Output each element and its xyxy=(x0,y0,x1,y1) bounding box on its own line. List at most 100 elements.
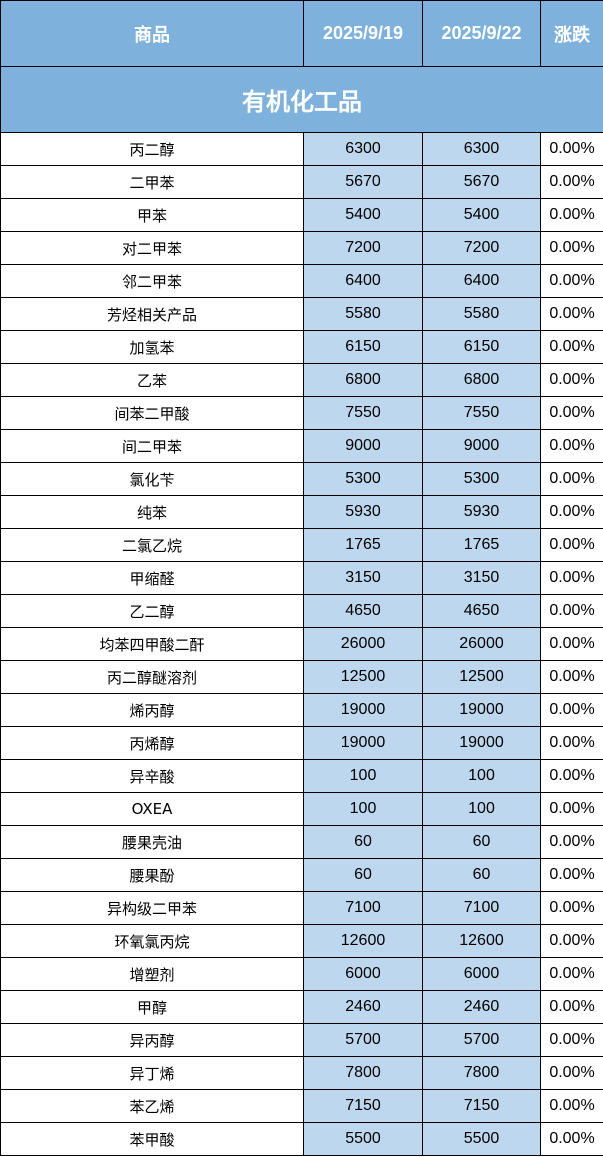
product-name: 二氯乙烷 xyxy=(0,528,304,562)
product-name: 二甲苯 xyxy=(0,165,304,199)
header-row: 商品 2025/9/19 2025/9/22 涨跌 xyxy=(0,0,603,67)
price-date1: 5700 xyxy=(303,1023,423,1057)
product-name: 加氢苯 xyxy=(0,330,304,364)
product-name: 均苯四甲酸二酐 xyxy=(0,627,304,661)
change-pct: 0.00% xyxy=(540,792,603,826)
product-name: 腰果酚 xyxy=(0,858,304,892)
table-row: 丙二醇醚溶剂 12500 12500 0.00% xyxy=(0,660,603,694)
change-pct: 0.00% xyxy=(540,462,603,496)
price-date2: 9000 xyxy=(422,429,541,463)
price-date1: 5670 xyxy=(303,165,423,199)
price-date1: 1765 xyxy=(303,528,423,562)
price-date2: 12500 xyxy=(422,660,541,694)
product-name: 甲醇 xyxy=(0,990,304,1024)
table-row: 均苯四甲酸二酐 26000 26000 0.00% xyxy=(0,627,603,661)
change-pct: 0.00% xyxy=(540,1023,603,1057)
price-date2: 4650 xyxy=(422,594,541,628)
change-pct: 0.00% xyxy=(540,693,603,727)
price-date1: 3150 xyxy=(303,561,423,595)
change-pct: 0.00% xyxy=(540,165,603,199)
price-date1: 5500 xyxy=(303,1122,423,1156)
change-pct: 0.00% xyxy=(540,297,603,331)
price-date2: 12600 xyxy=(422,924,541,958)
product-name: 苯甲酸 xyxy=(0,1122,304,1156)
price-date1: 5930 xyxy=(303,495,423,529)
product-name: 腰果壳油 xyxy=(0,825,304,859)
product-name: 异丁烯 xyxy=(0,1056,304,1090)
header-date1: 2025/9/19 xyxy=(303,0,423,67)
price-date1: 26000 xyxy=(303,627,423,661)
price-date1: 12600 xyxy=(303,924,423,958)
price-date2: 5500 xyxy=(422,1122,541,1156)
change-pct: 0.00% xyxy=(540,132,603,166)
table-row: 丙二醇 6300 6300 0.00% xyxy=(0,132,603,166)
price-date2: 60 xyxy=(422,858,541,892)
table-row: 加氢苯 6150 6150 0.00% xyxy=(0,330,603,364)
change-pct: 0.00% xyxy=(540,759,603,793)
price-date2: 19000 xyxy=(422,693,541,727)
change-pct: 0.00% xyxy=(540,363,603,397)
change-pct: 0.00% xyxy=(540,957,603,991)
table-row: 乙二醇 4650 4650 0.00% xyxy=(0,594,603,628)
price-date1: 6000 xyxy=(303,957,423,991)
change-pct: 0.00% xyxy=(540,330,603,364)
price-date2: 5300 xyxy=(422,462,541,496)
price-date1: 12500 xyxy=(303,660,423,694)
price-date1: 19000 xyxy=(303,726,423,760)
price-date2: 5580 xyxy=(422,297,541,331)
table-row: 丙烯醇 19000 19000 0.00% xyxy=(0,726,603,760)
product-name: 增塑剂 xyxy=(0,957,304,991)
price-date2: 5400 xyxy=(422,198,541,232)
table-row: 异丙醇 5700 5700 0.00% xyxy=(0,1023,603,1057)
product-name: 乙二醇 xyxy=(0,594,304,628)
table-row: 甲醇 2460 2460 0.00% xyxy=(0,990,603,1024)
price-date1: 60 xyxy=(303,858,423,892)
price-date2: 3150 xyxy=(422,561,541,595)
price-date1: 5400 xyxy=(303,198,423,232)
price-date2: 5670 xyxy=(422,165,541,199)
product-name: 氯化苄 xyxy=(0,462,304,496)
change-pct: 0.00% xyxy=(540,396,603,430)
price-date2: 7150 xyxy=(422,1089,541,1123)
price-date2: 5930 xyxy=(422,495,541,529)
price-date1: 6800 xyxy=(303,363,423,397)
change-pct: 0.00% xyxy=(540,627,603,661)
price-date2: 60 xyxy=(422,825,541,859)
price-date1: 7100 xyxy=(303,891,423,925)
price-date2: 6150 xyxy=(422,330,541,364)
product-name: OXEA xyxy=(0,792,304,826)
table-row: 二氯乙烷 1765 1765 0.00% xyxy=(0,528,603,562)
change-pct: 0.00% xyxy=(540,990,603,1024)
product-name: 乙苯 xyxy=(0,363,304,397)
product-name: 纯苯 xyxy=(0,495,304,529)
header-date2: 2025/9/22 xyxy=(422,0,541,67)
product-name: 甲苯 xyxy=(0,198,304,232)
change-pct: 0.00% xyxy=(540,660,603,694)
product-name: 异辛酸 xyxy=(0,759,304,793)
product-name: 间二甲苯 xyxy=(0,429,304,463)
table-row: 烯丙醇 19000 19000 0.00% xyxy=(0,693,603,727)
table-row: OXEA 100 100 0.00% xyxy=(0,792,603,826)
price-date2: 100 xyxy=(422,792,541,826)
product-name: 异构级二甲苯 xyxy=(0,891,304,925)
table-row: 间二甲苯 9000 9000 0.00% xyxy=(0,429,603,463)
change-pct: 0.00% xyxy=(540,1122,603,1156)
product-name: 环氧氯丙烷 xyxy=(0,924,304,958)
change-pct: 0.00% xyxy=(540,825,603,859)
product-name: 间苯二甲酸 xyxy=(0,396,304,430)
table-row: 芳烃相关产品 5580 5580 0.00% xyxy=(0,297,603,331)
section-row: 有机化工品 xyxy=(0,66,603,133)
header-product: 商品 xyxy=(0,0,304,67)
table-row: 异构级二甲苯 7100 7100 0.00% xyxy=(0,891,603,925)
product-name: 对二甲苯 xyxy=(0,231,304,265)
price-date1: 60 xyxy=(303,825,423,859)
table-row: 二甲苯 5670 5670 0.00% xyxy=(0,165,603,199)
price-date1: 6150 xyxy=(303,330,423,364)
table-row: 腰果壳油 60 60 0.00% xyxy=(0,825,603,859)
price-date2: 19000 xyxy=(422,726,541,760)
table-row: 苯甲酸 5500 5500 0.00% xyxy=(0,1122,603,1156)
price-date2: 26000 xyxy=(422,627,541,661)
product-name: 甲缩醛 xyxy=(0,561,304,595)
product-name: 丙二醇 xyxy=(0,132,304,166)
change-pct: 0.00% xyxy=(540,891,603,925)
